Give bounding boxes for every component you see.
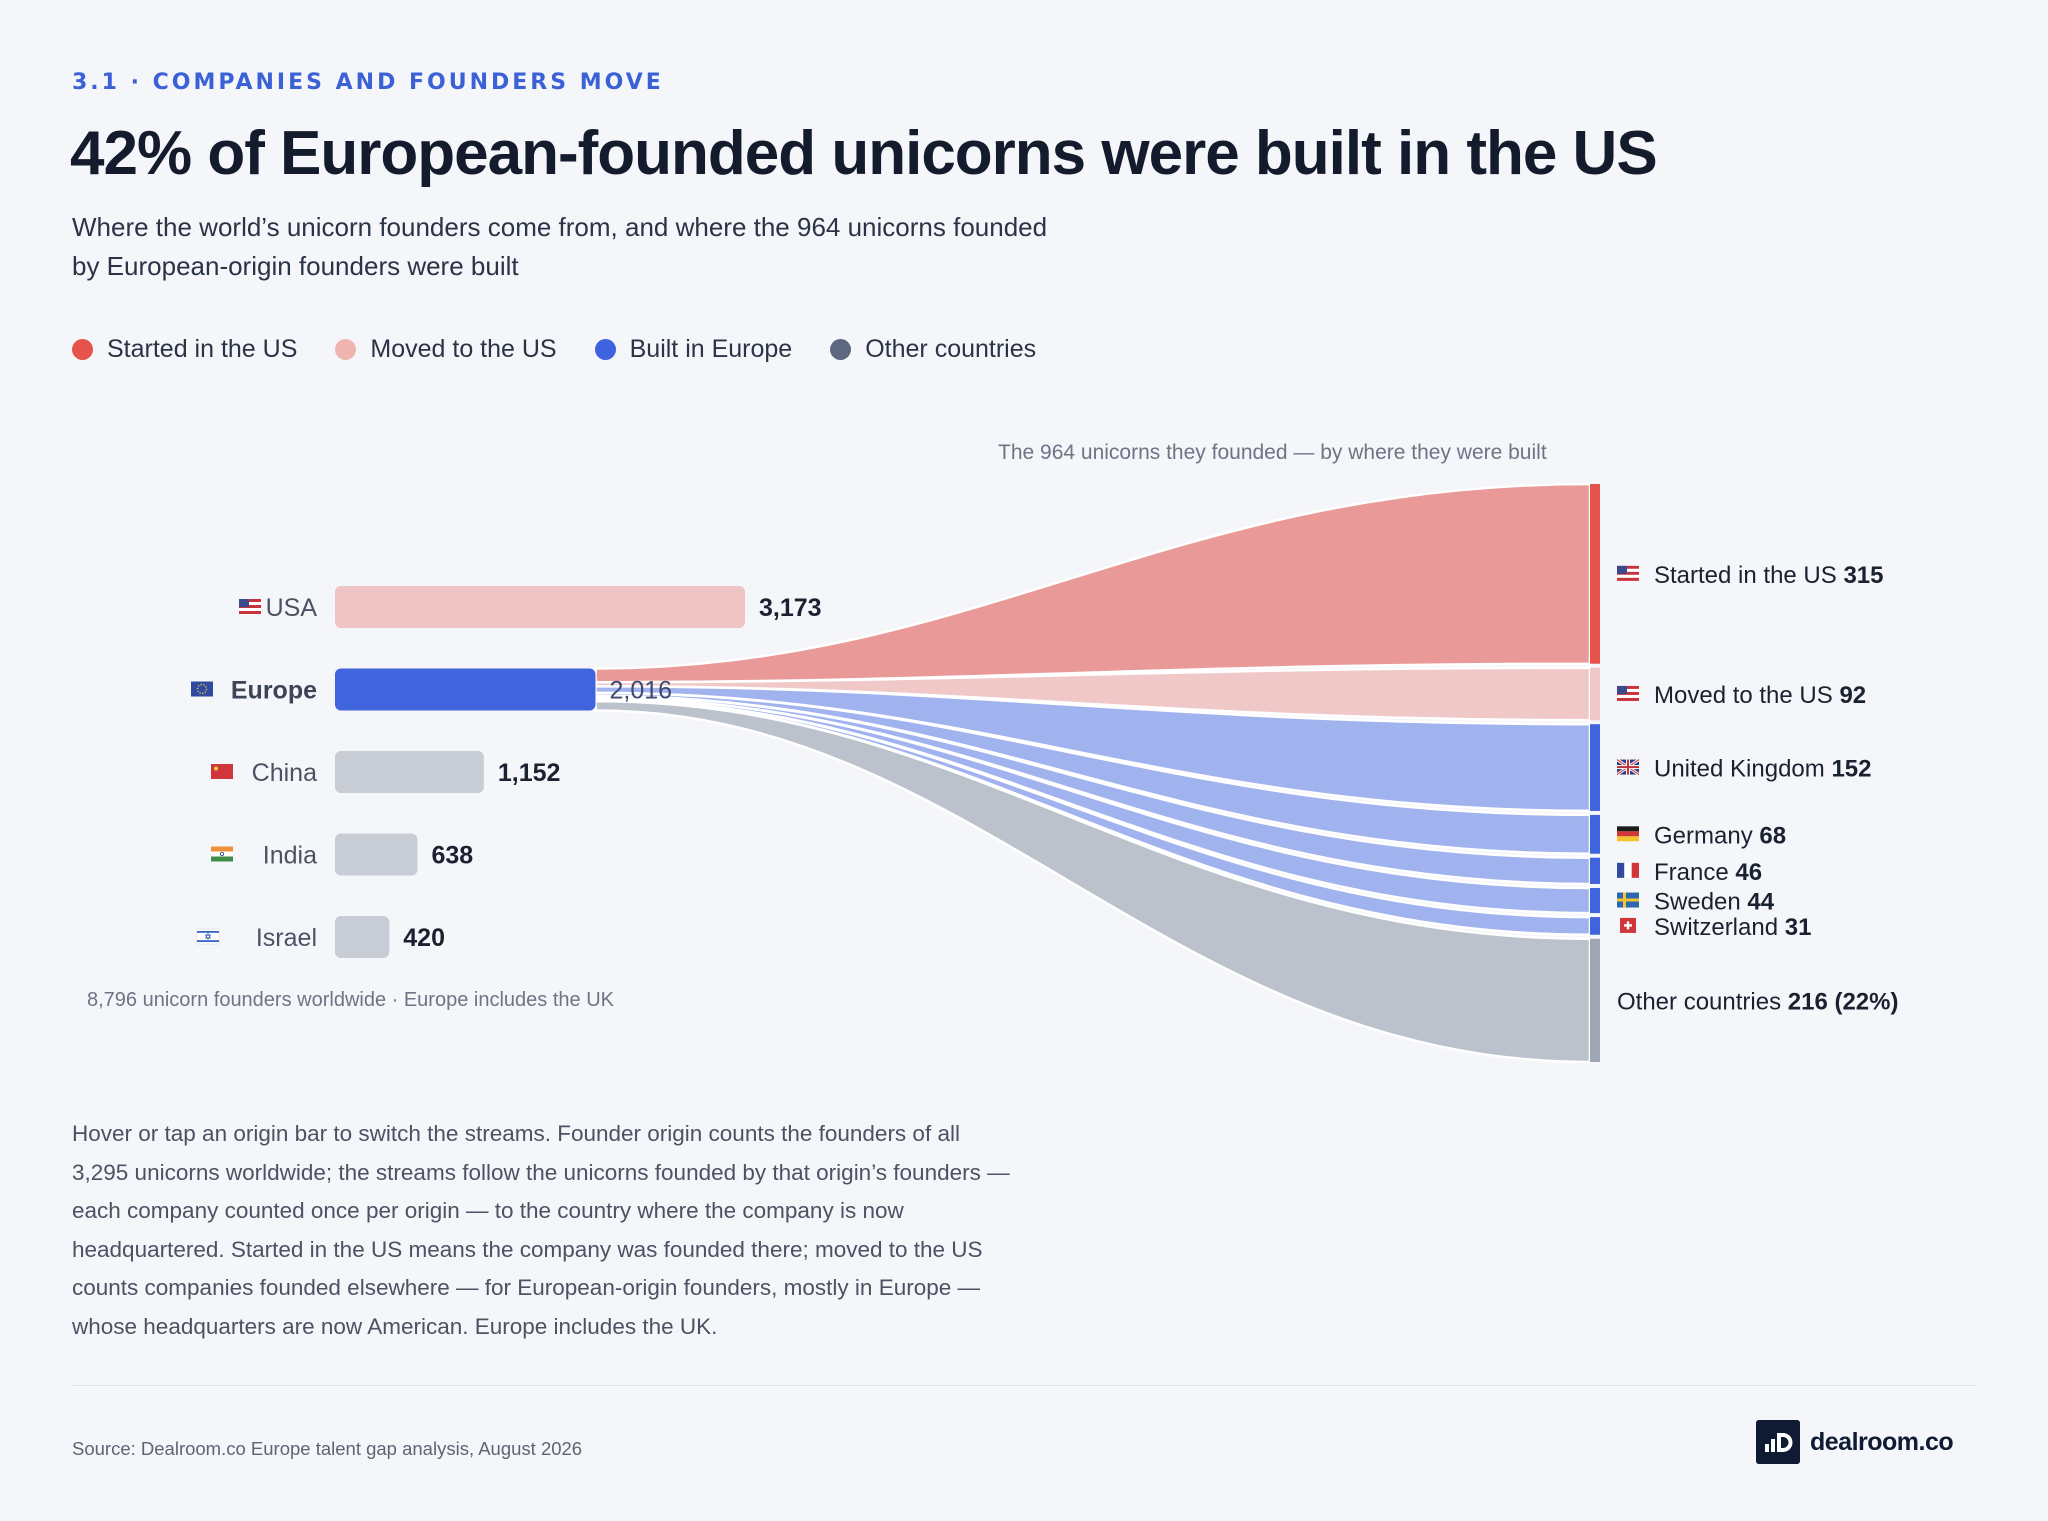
legend-dot-icon <box>335 339 357 360</box>
origin-bar[interactable] <box>335 586 745 628</box>
brand-logo[interactable]: dealroom.co <box>1756 1420 1954 1464</box>
sankey-label-text: Moved to the US 92 <box>1654 682 1866 709</box>
sankey-label-sweden: Sweden 44 <box>1617 889 1775 916</box>
methodology-text: Hover or tap an origin bar to switch the… <box>72 1121 1010 1339</box>
legend-item-built-europe: Built in Europe <box>594 335 793 364</box>
sankey-caption: The 964 unicorns they founded — by where… <box>998 441 1547 464</box>
origin-row-india[interactable]: India 638 <box>211 833 473 876</box>
sankey-label-france: France 46 <box>1617 859 1762 886</box>
section-eyebrow: 3.1 · COMPANIES AND FOUNDERS MOVE <box>72 70 664 95</box>
origin-value-label: 3,173 <box>759 594 822 622</box>
legend-item-other-countries: Other countries <box>830 335 1036 364</box>
origin-value-label: 2,016 <box>609 677 672 705</box>
dealroom-logo-icon <box>1756 1420 1800 1464</box>
sankey-label-text: Started in the US 315 <box>1654 562 1883 589</box>
flag-de-icon <box>1617 826 1639 842</box>
flag-us-icon <box>1617 565 1639 581</box>
sankey-label-text: Other countries 216 (22%) <box>1617 988 1898 1015</box>
origin-value-label: 638 <box>431 842 473 870</box>
origin-value-label: 420 <box>403 924 445 952</box>
sankey-label-united-kingdom: United Kingdom 152 <box>1616 756 1871 783</box>
flag-uk-icon <box>1616 758 1640 776</box>
flag-us-icon <box>1617 685 1639 701</box>
sankey-node <box>1590 917 1600 935</box>
origin-bar[interactable] <box>335 668 596 711</box>
sankey-label-other-countries: Other countries 216 (22%) <box>1617 988 1898 1015</box>
origin-row-europe[interactable]: Europe 2,016 <box>191 668 672 711</box>
sankey-node <box>1590 667 1600 721</box>
brand-name: dealroom.co <box>1810 1427 1954 1456</box>
flag-il-icon <box>196 928 220 945</box>
sankey-label-germany: Germany 68 <box>1617 822 1786 849</box>
sankey-node <box>1590 857 1600 884</box>
legend-dot-icon <box>72 339 93 360</box>
legend-dot-icon <box>594 339 616 360</box>
origin-row-israel[interactable]: Israel 420 <box>196 916 445 958</box>
sankey-node <box>1590 484 1600 664</box>
page-title: 42% of European-founded unicorns were bu… <box>70 119 1658 188</box>
legend-label: Moved to the US <box>370 335 557 363</box>
origin-row-usa[interactable]: USA 3,173 <box>239 586 822 628</box>
flag-in-icon <box>211 846 233 862</box>
flag-eu-icon <box>191 681 213 697</box>
footer-divider <box>72 1385 1976 1386</box>
sankey-label-text: United Kingdom 152 <box>1654 756 1871 783</box>
sankey-node <box>1590 887 1600 914</box>
legend-item-started-us: Started in the US <box>72 335 297 364</box>
sankey-node <box>1590 814 1600 854</box>
origin-row-china[interactable]: China 1,152 <box>211 751 560 793</box>
legend-label: Built in Europe <box>629 335 793 363</box>
sankey-label-switzerland: Switzerland 31 <box>1620 914 1811 941</box>
source-note: Source: Dealroom.co Europe talent gap an… <box>72 1438 583 1459</box>
origin-bar[interactable] <box>335 916 390 958</box>
sankey-flow-other-countries[interactable] <box>594 699 1592 1064</box>
origin-label: USA <box>266 594 318 622</box>
page-subtitle: Where the world’s unicorn founders come … <box>72 212 1048 281</box>
flag-ch-icon <box>1620 917 1636 933</box>
legend-dot-icon <box>830 339 852 360</box>
origin-label: India <box>263 842 317 870</box>
chart-footnote: 8,796 unicorn founders worldwide · Europ… <box>87 989 614 1011</box>
sankey-label-text: Sweden 44 <box>1654 889 1775 916</box>
flag-cn-icon <box>211 764 233 779</box>
sankey-label-text: Switzerland 31 <box>1654 914 1811 941</box>
flag-se-icon <box>1617 892 1639 908</box>
chart-legend: Started in the US Moved to the US Built … <box>72 335 1036 364</box>
sankey-node <box>1590 724 1600 811</box>
origin-value-label: 1,152 <box>498 759 561 787</box>
flag-us-icon <box>239 599 261 614</box>
sankey-node <box>1590 938 1600 1062</box>
legend-label: Other countries <box>865 335 1037 363</box>
sankey-label-text: France 46 <box>1654 859 1762 886</box>
origin-bar[interactable] <box>335 751 484 793</box>
sankey-label-moved-to-the-us: Moved to the US 92 <box>1617 682 1866 709</box>
sankey-label-started-in-the-us: Started in the US 315 <box>1617 562 1883 589</box>
origin-label: Europe <box>231 677 317 705</box>
origin-label: China <box>252 759 317 787</box>
origin-label: Israel <box>256 924 317 952</box>
origin-bar[interactable] <box>335 833 418 876</box>
legend-item-moved-us: Moved to the US <box>335 335 557 364</box>
sankey-label-text: Germany 68 <box>1654 822 1786 849</box>
flag-fr-icon <box>1617 862 1639 878</box>
sankey-flow-started-in-the-us[interactable] <box>594 482 1592 684</box>
origin-sankey-chart: USA 3,173 China 1,152 India 638 Israel 420 Start… <box>191 482 1898 1064</box>
legend-label: Started in the US <box>107 335 298 363</box>
